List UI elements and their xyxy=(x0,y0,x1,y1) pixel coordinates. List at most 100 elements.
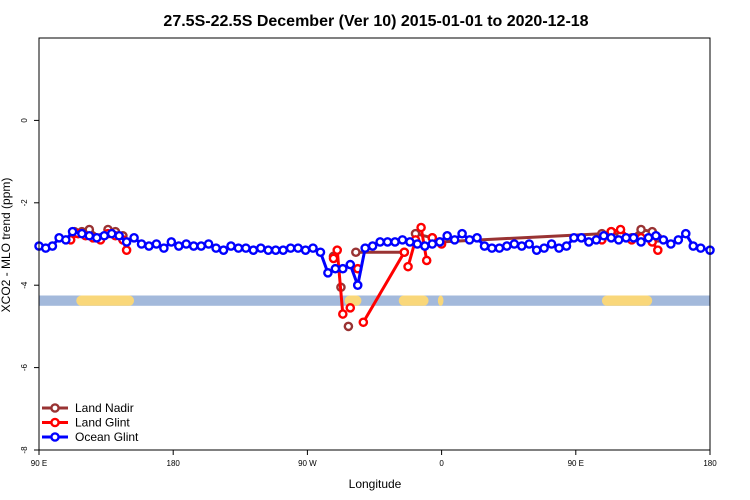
data-point xyxy=(591,235,602,245)
data-point xyxy=(412,239,423,249)
legend-item-land-glint: Land Glint xyxy=(42,416,130,430)
land-patch xyxy=(344,295,362,306)
data-point xyxy=(121,245,132,255)
data-point xyxy=(106,228,117,239)
data-point xyxy=(328,253,339,264)
legend-label: Ocean Glint xyxy=(75,430,139,444)
data-point xyxy=(636,237,646,247)
data-point xyxy=(121,237,132,247)
data-point xyxy=(99,230,110,241)
data-point xyxy=(332,245,343,255)
data-point xyxy=(628,233,639,243)
legend-label: Land Nadir xyxy=(75,401,134,415)
data-point xyxy=(598,230,609,241)
data-point xyxy=(420,241,430,251)
data-point xyxy=(300,245,311,255)
data-point xyxy=(285,243,296,253)
data-point xyxy=(680,228,691,239)
data-point xyxy=(658,235,669,245)
data-point xyxy=(159,243,169,253)
data-point xyxy=(188,241,199,251)
data-point xyxy=(403,261,413,272)
data-point xyxy=(345,259,356,270)
data-point xyxy=(479,241,490,251)
data-point xyxy=(181,239,192,249)
x-tick-label: 90 E xyxy=(568,459,584,468)
series-ocean-glint xyxy=(34,226,715,291)
legend-item-land-nadir: Land Nadir xyxy=(42,401,134,415)
data-point xyxy=(144,241,154,251)
data-point xyxy=(695,243,706,253)
data-point xyxy=(241,243,251,253)
y-tick-label: 0 xyxy=(20,118,29,123)
data-point xyxy=(61,235,71,245)
data-point xyxy=(91,233,102,243)
data-point xyxy=(211,243,221,253)
data-point xyxy=(516,241,527,251)
data-point xyxy=(343,321,354,332)
data-point xyxy=(531,245,542,255)
x-tick-label: 180 xyxy=(167,459,181,468)
data-point xyxy=(666,239,676,249)
data-point xyxy=(315,247,326,258)
data-point xyxy=(47,241,58,251)
data-point xyxy=(554,243,564,253)
data-point xyxy=(688,241,699,251)
series-line-segment xyxy=(362,251,406,324)
data-point xyxy=(399,247,410,258)
data-point xyxy=(524,239,535,249)
land-patch xyxy=(601,295,653,306)
data-point xyxy=(77,228,87,239)
data-point xyxy=(673,235,684,245)
data-point xyxy=(390,237,400,247)
data-point xyxy=(218,245,229,255)
data-point xyxy=(129,233,139,243)
data-point xyxy=(367,241,378,251)
y-axis: 0 -2 -4 -6 -8 xyxy=(20,118,39,454)
data-point xyxy=(569,233,579,243)
data-point xyxy=(442,230,452,241)
y-tick-label: -4 xyxy=(20,281,29,289)
y-axis-label: XCO2 - MLO trend (ppm) xyxy=(0,178,13,313)
data-point xyxy=(338,309,348,319)
data-point xyxy=(584,237,594,247)
data-point xyxy=(382,237,393,247)
data-point xyxy=(293,243,303,253)
y-tick-label: -2 xyxy=(20,199,29,207)
land-patch xyxy=(398,295,429,306)
data-point xyxy=(263,245,274,255)
legend-swatch-marker xyxy=(50,403,60,413)
data-point xyxy=(375,237,385,247)
data-point xyxy=(256,243,266,253)
land-patch xyxy=(76,295,135,306)
data-point xyxy=(114,230,124,241)
data-point xyxy=(308,243,318,253)
data-point xyxy=(636,224,646,235)
data-point xyxy=(166,237,177,247)
data-point xyxy=(330,263,341,274)
legend-swatch-marker xyxy=(50,417,60,428)
data-point xyxy=(606,233,617,243)
data-point xyxy=(358,317,369,328)
data-point xyxy=(561,241,572,251)
x-tick-label: 180 xyxy=(703,459,717,468)
data-point xyxy=(226,241,236,251)
data-point xyxy=(248,245,259,255)
legend-label: Land Glint xyxy=(75,416,130,430)
data-point xyxy=(84,230,95,241)
data-point xyxy=(345,303,356,313)
data-point xyxy=(67,226,78,237)
y-tick-label: -8 xyxy=(20,446,29,454)
data-point xyxy=(546,239,557,249)
data-point xyxy=(434,237,445,247)
data-point xyxy=(173,241,184,251)
data-point xyxy=(323,268,333,278)
data-point xyxy=(613,235,624,245)
data-point xyxy=(621,233,631,243)
data-point xyxy=(615,224,626,235)
x-tick-label: 90 E xyxy=(31,459,47,468)
data-point xyxy=(278,245,288,255)
x-axis-label: Longitude xyxy=(349,477,402,491)
data-point xyxy=(338,263,348,274)
data-point xyxy=(487,243,497,253)
